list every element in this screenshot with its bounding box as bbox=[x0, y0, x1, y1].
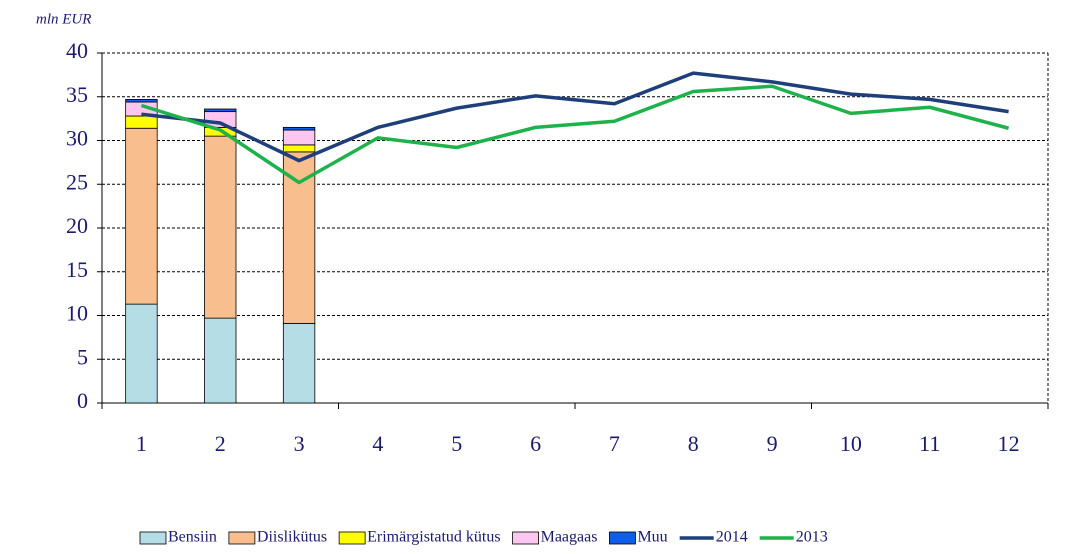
y-tick-label: 35 bbox=[66, 82, 88, 107]
bar-segment bbox=[204, 135, 237, 319]
bar-segment bbox=[282, 322, 316, 404]
legend-label: Maagaas bbox=[541, 529, 598, 546]
bar-segment bbox=[204, 108, 237, 113]
bar-segment bbox=[125, 303, 158, 404]
y-axis-label: mln EUR bbox=[36, 11, 91, 27]
legend-label: Bensiin bbox=[168, 529, 217, 546]
legend-label: Diislikütus bbox=[257, 529, 327, 546]
legend-swatch bbox=[139, 531, 167, 545]
legend-label: 2014 bbox=[716, 529, 748, 546]
bar-segment bbox=[282, 129, 316, 146]
legend-label: 2013 bbox=[796, 529, 828, 546]
y-tick-label: 0 bbox=[77, 388, 88, 413]
legend-label: Muu bbox=[637, 529, 667, 546]
x-tick-label: 9 bbox=[767, 431, 778, 456]
x-tick-label: 3 bbox=[294, 431, 305, 456]
legend-label: Erimärgistatud kütus bbox=[367, 529, 500, 546]
line-series bbox=[141, 71, 1009, 163]
y-tick-label: 10 bbox=[66, 301, 88, 326]
x-tick-label: 5 bbox=[451, 431, 462, 456]
legend-swatch bbox=[338, 531, 366, 545]
legend-swatch bbox=[609, 531, 636, 545]
y-tick-label: 40 bbox=[66, 38, 88, 63]
bar-segment bbox=[204, 317, 237, 404]
x-tick-label: 11 bbox=[919, 431, 940, 456]
line-series bbox=[140, 84, 1010, 185]
legend-swatch bbox=[512, 531, 539, 545]
y-tick-label: 30 bbox=[66, 126, 88, 151]
bar-segment bbox=[125, 127, 158, 305]
x-tick-label: 10 bbox=[840, 431, 862, 456]
x-tick-label: 7 bbox=[609, 431, 620, 456]
x-tick-label: 12 bbox=[998, 431, 1020, 456]
x-tick-label: 8 bbox=[688, 431, 699, 456]
x-tick-label: 1 bbox=[136, 431, 147, 456]
x-tick-label: 2 bbox=[215, 431, 226, 456]
legend-swatch bbox=[228, 531, 256, 545]
bar-segment bbox=[125, 98, 158, 103]
bar-segment bbox=[282, 126, 316, 131]
y-tick-label: 5 bbox=[77, 344, 88, 369]
bar-segment bbox=[125, 115, 158, 129]
y-tick-label: 20 bbox=[66, 213, 88, 238]
y-tick-label: 25 bbox=[66, 169, 88, 194]
bar-segment bbox=[282, 144, 316, 153]
y-tick-label: 15 bbox=[66, 257, 88, 282]
x-tick-label: 6 bbox=[530, 431, 541, 456]
x-tick-label: 4 bbox=[372, 431, 383, 456]
